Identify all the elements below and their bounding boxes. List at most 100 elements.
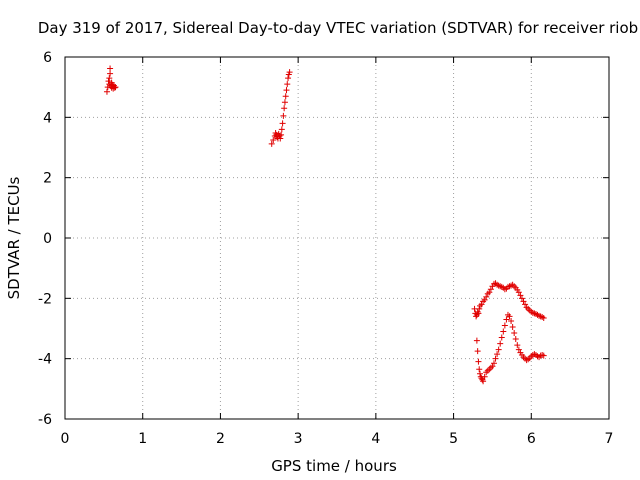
data-point-2-33 bbox=[517, 292, 524, 299]
data-point-2-5 bbox=[475, 310, 482, 317]
data-point-0-6 bbox=[107, 65, 114, 72]
data-point-3-20 bbox=[498, 334, 505, 341]
data-point-3-26 bbox=[508, 317, 515, 324]
data-point-0-3 bbox=[106, 75, 113, 82]
y-tick-label-3: 0 bbox=[43, 231, 52, 247]
x-tick-label-6: 6 bbox=[527, 431, 536, 447]
data-point-2-9 bbox=[480, 298, 487, 305]
x-tick-label-0: 0 bbox=[61, 431, 70, 447]
data-point-2-12 bbox=[484, 290, 491, 297]
data-point-1-0 bbox=[268, 140, 275, 147]
data-point-2-38 bbox=[525, 305, 532, 312]
data-point-3-4 bbox=[476, 370, 483, 377]
data-point-3-2 bbox=[475, 358, 482, 365]
y-tick-label-0: 6 bbox=[43, 50, 52, 66]
data-point-3-18 bbox=[495, 346, 502, 353]
data-point-1-14 bbox=[281, 105, 288, 112]
data-point-3-21 bbox=[500, 328, 507, 335]
data-point-2-3 bbox=[473, 311, 480, 318]
data-point-3-27 bbox=[509, 323, 516, 330]
data-point-3-0 bbox=[473, 337, 480, 344]
plot-frame bbox=[64, 56, 610, 420]
data-point-1-17 bbox=[283, 87, 290, 94]
data-point-2-8 bbox=[478, 301, 485, 308]
series-cluster-1 bbox=[103, 65, 119, 95]
data-point-1-18 bbox=[284, 81, 291, 88]
data-point-3-28 bbox=[511, 330, 518, 337]
series-cluster-2 bbox=[268, 69, 293, 147]
data-point-3-15 bbox=[490, 360, 497, 367]
data-point-2-11 bbox=[483, 293, 490, 300]
data-point-1-11 bbox=[278, 126, 285, 133]
x-tick-label-4: 4 bbox=[371, 431, 380, 447]
data-point-2-48 bbox=[540, 314, 547, 321]
data-point-3-16 bbox=[492, 355, 499, 362]
chart-title: Day 319 of 2017, Sidereal Day-to-day VTE… bbox=[38, 19, 638, 37]
data-point-2-36 bbox=[522, 301, 529, 308]
data-point-3-24 bbox=[504, 311, 511, 318]
y-tick-label-4: -2 bbox=[38, 291, 52, 307]
data-point-3-29 bbox=[512, 336, 519, 343]
data-point-2-34 bbox=[518, 295, 525, 302]
data-point-3-31 bbox=[515, 346, 522, 353]
x-tick-labels: 0 1 2 3 4 5 6 7 bbox=[61, 431, 614, 447]
data-point-2-6 bbox=[476, 305, 483, 312]
data-point-3-25 bbox=[506, 313, 513, 320]
data-point-3-11 bbox=[484, 367, 491, 374]
data-point-3-9 bbox=[481, 373, 488, 380]
y-tick-label-5: -4 bbox=[38, 352, 52, 368]
data-point-1-19 bbox=[285, 75, 292, 82]
data-point-1-16 bbox=[282, 93, 289, 100]
data-point-1-21 bbox=[286, 69, 293, 76]
data-point-3-10 bbox=[483, 369, 490, 376]
data-point-3-13 bbox=[487, 364, 494, 371]
data-point-3-3 bbox=[476, 366, 483, 373]
data-point-1-12 bbox=[279, 120, 286, 127]
x-tick-label-2: 2 bbox=[216, 431, 225, 447]
grid-lines bbox=[65, 57, 609, 419]
data-point-2-13 bbox=[486, 289, 493, 296]
data-point-3-17 bbox=[494, 351, 501, 358]
data-point-3-14 bbox=[489, 363, 496, 370]
data-point-2-37 bbox=[523, 304, 530, 311]
data-point-3-8 bbox=[480, 378, 487, 385]
data-point-3-22 bbox=[501, 322, 508, 329]
x-tick-label-7: 7 bbox=[605, 431, 614, 447]
data-point-0-1 bbox=[104, 84, 111, 91]
data-point-3-30 bbox=[514, 342, 521, 349]
data-point-3-23 bbox=[503, 316, 510, 323]
x-tick-label-5: 5 bbox=[449, 431, 458, 447]
y-tick-label-2: 2 bbox=[43, 171, 52, 187]
data-point-1-1 bbox=[270, 136, 277, 143]
y-axis-title: SDTVAR / TECUs bbox=[5, 176, 23, 299]
data-point-0-0 bbox=[103, 88, 110, 95]
y-tick-label-1: 4 bbox=[43, 110, 52, 126]
data-point-2-35 bbox=[520, 298, 527, 305]
data-point-2-7 bbox=[476, 302, 483, 309]
data-point-3-6 bbox=[478, 375, 485, 382]
data-point-0-5 bbox=[107, 70, 114, 77]
data-point-1-10 bbox=[278, 131, 285, 138]
data-point-3-47 bbox=[540, 352, 547, 359]
data-point-0-14 bbox=[111, 84, 118, 91]
data-point-3-12 bbox=[486, 366, 493, 373]
data-point-2-10 bbox=[481, 296, 488, 303]
data-point-3-1 bbox=[474, 348, 481, 355]
data-point-0-15 bbox=[112, 84, 119, 91]
y-tick-labels: 6 4 2 0 -2 -4 -6 bbox=[38, 50, 52, 428]
data-point-2-20 bbox=[497, 283, 504, 290]
series-cluster-lower bbox=[473, 311, 547, 385]
x-axis-title: GPS time / hours bbox=[271, 457, 397, 475]
data-point-0-2 bbox=[105, 78, 112, 85]
data-point-2-29 bbox=[511, 283, 518, 290]
data-point-3-35 bbox=[522, 355, 529, 362]
series-cluster-upper bbox=[471, 280, 547, 321]
data-points bbox=[103, 65, 547, 385]
data-point-3-19 bbox=[497, 340, 504, 347]
data-point-1-15 bbox=[281, 99, 288, 106]
data-point-2-32 bbox=[515, 289, 522, 296]
data-point-1-9 bbox=[277, 135, 284, 142]
data-point-1-13 bbox=[280, 112, 287, 119]
x-tick-label-1: 1 bbox=[138, 431, 147, 447]
